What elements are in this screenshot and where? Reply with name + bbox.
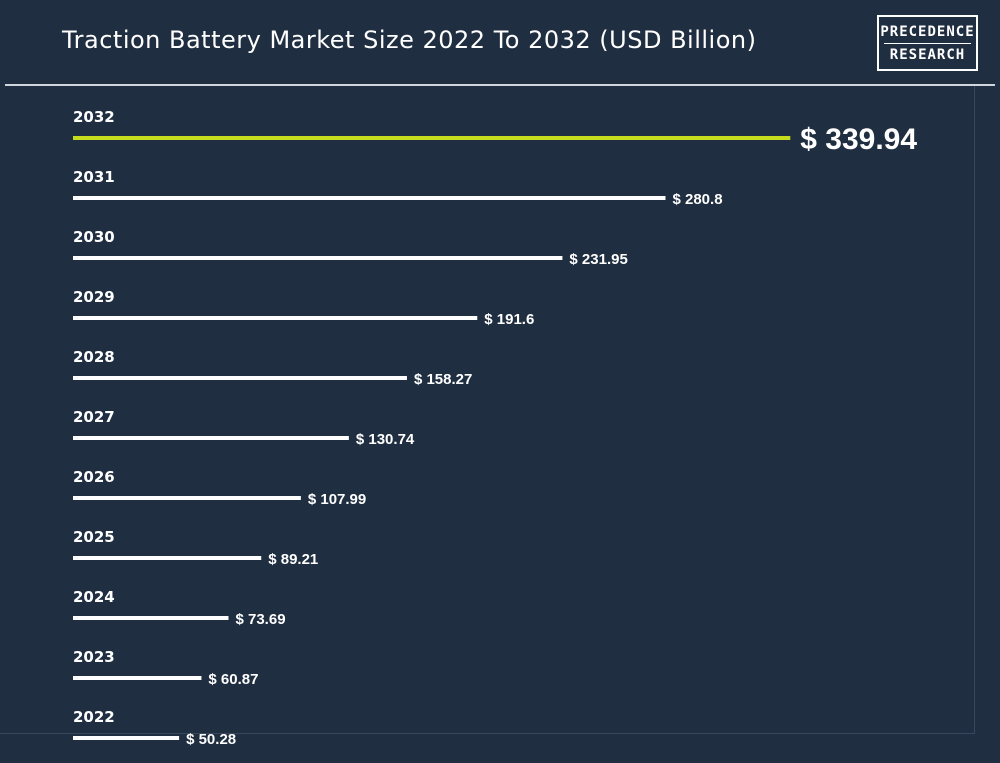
chart-title: Traction Battery Market Size 2022 To 203…: [62, 26, 757, 54]
bar-2024: [73, 616, 229, 620]
value-label-2031: $ 280.8: [672, 191, 722, 208]
category-label-2026: 2026: [73, 468, 115, 486]
bar-2032: [73, 136, 791, 140]
category-label-2027: 2027: [73, 408, 115, 426]
category-label-2030: 2030: [73, 228, 115, 246]
bar-2022: [73, 736, 180, 740]
bar-2025: [73, 556, 262, 560]
category-label-2022: 2022: [73, 708, 115, 726]
logo-divider: [883, 42, 972, 44]
value-label-2023: $ 60.87: [208, 671, 258, 688]
value-label-2022: $ 50.28: [186, 731, 236, 748]
value-label-2025: $ 89.21: [268, 551, 318, 568]
bar-2029: [73, 316, 478, 320]
value-label-2026: $ 107.99: [308, 491, 366, 508]
value-label-2029: $ 191.6: [484, 311, 534, 328]
value-label-2024: $ 73.69: [235, 611, 285, 628]
category-label-2028: 2028: [73, 348, 115, 366]
bar-2030: [73, 256, 563, 260]
value-label-2027: $ 130.74: [356, 431, 415, 448]
header-divider: [5, 84, 995, 86]
category-label-2029: 2029: [73, 288, 115, 306]
logo-line-2: RESEARCH: [889, 46, 966, 63]
value-label-2028: $ 158.27: [414, 371, 472, 388]
bar-2023: [73, 676, 202, 680]
bar-2027: [73, 436, 349, 440]
bar-2031: [73, 196, 666, 200]
bar-2026: [73, 496, 301, 500]
bar-2028: [73, 376, 407, 380]
logo-line-1: PRECEDENCE: [880, 23, 975, 40]
category-label-2023: 2023: [73, 648, 115, 666]
category-label-2025: 2025: [73, 528, 115, 546]
value-label-2030: $ 231.95: [569, 251, 627, 268]
value-label-2032: $ 339.94: [800, 123, 917, 156]
category-label-2032: 2032: [73, 108, 115, 126]
precedence-research-logo: PRECEDENCE RESEARCH: [877, 15, 978, 71]
category-label-2024: 2024: [73, 588, 115, 606]
category-label-2031: 2031: [73, 168, 115, 186]
